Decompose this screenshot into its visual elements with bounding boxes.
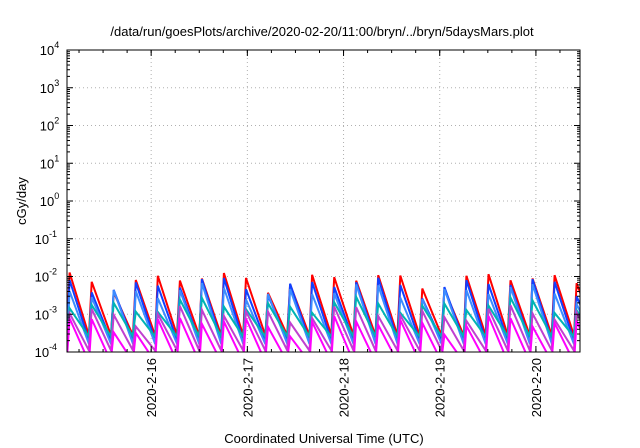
y-tick-exponent: -3 [49, 304, 57, 314]
series-line [67, 315, 580, 352]
y-tick-label: 10-2 [35, 267, 57, 285]
y-tick-label: 10-3 [35, 304, 57, 322]
y-tick-label: 103 [40, 78, 59, 96]
x-tick-label: 2020-2-18 [337, 358, 352, 417]
x-axis: 2020-2-16 2020-2-17 2020-2-18 2020-2-19 2020… [78, 50, 561, 417]
y-tick-exponent: -2 [49, 267, 57, 277]
y-tick-label: 100 [40, 191, 59, 209]
x-tick-label: 2020-2-16 [144, 358, 159, 417]
y-tick-exponent: 3 [54, 78, 59, 88]
y-tick-label: 102 [40, 116, 59, 134]
x-tick-label: 2020-2-20 [529, 358, 544, 417]
y-tick-exponent: 4 [54, 40, 59, 50]
chart-title: /data/run/goesPlots/archive/2020-02-20/1… [110, 24, 534, 39]
x-tick-label: 2020-2-17 [240, 358, 255, 417]
series-group [67, 272, 580, 352]
y-tick-label: 104 [40, 40, 59, 58]
y-tick-exponent: 0 [54, 191, 59, 201]
y-tick-label: 101 [40, 153, 59, 171]
y-tick-label: 10-1 [35, 229, 57, 247]
x-axis-label: Coordinated Universal Time (UTC) [224, 431, 423, 446]
y-tick-exponent: 2 [54, 116, 59, 126]
y-tick-exponent: -4 [49, 342, 57, 352]
y-tick-label: 10-4 [35, 342, 57, 360]
x-tick-label: 2020-2-19 [433, 358, 448, 417]
y-tick-exponent: -1 [49, 229, 57, 239]
y-axis-label: cGy/day [14, 177, 29, 225]
y-tick-exponent: 1 [54, 153, 59, 163]
